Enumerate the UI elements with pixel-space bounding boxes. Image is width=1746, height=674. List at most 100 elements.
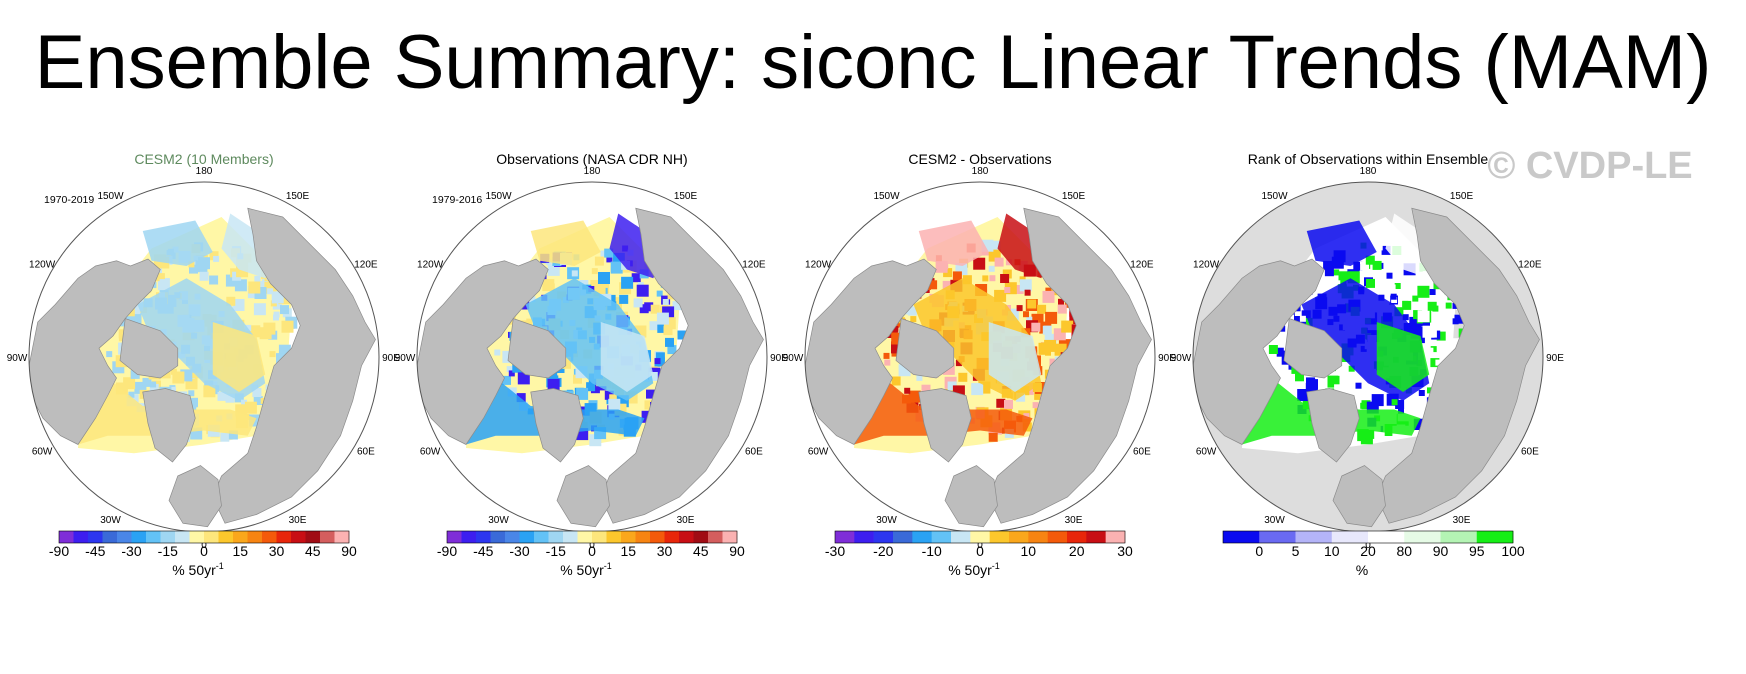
colorbar-swatch <box>1105 531 1126 543</box>
grid-cell <box>1389 284 1396 291</box>
grid-cell <box>994 257 1004 267</box>
grid-cell <box>1422 325 1435 338</box>
colorbar-swatch <box>664 531 680 543</box>
longitude-label: 90W <box>7 353 28 364</box>
colorbar-swatch <box>117 531 132 543</box>
grid-cell <box>228 430 238 440</box>
colorbar-swatch <box>218 531 234 543</box>
longitude-label: 60W <box>1196 447 1217 458</box>
grid-cell <box>199 271 209 281</box>
longitude-label: 90E <box>382 353 400 364</box>
grid-cell <box>1391 399 1398 406</box>
grid-cell <box>494 349 501 356</box>
colorbar-tick: 20 <box>1360 543 1376 559</box>
grid-cell <box>516 393 526 403</box>
grid-cell <box>252 388 262 397</box>
ice-region <box>1376 322 1430 392</box>
longitude-label: 150W <box>97 191 124 202</box>
colorbar-swatch <box>679 531 694 543</box>
grid-cell <box>1037 304 1047 314</box>
colorbar-swatch <box>912 531 932 543</box>
land-mass <box>600 207 764 524</box>
longitude-label: 180 <box>196 166 213 177</box>
colorbar-tick: 15 <box>233 543 249 559</box>
grid-cell <box>1390 293 1397 300</box>
grid-cell <box>955 360 962 367</box>
longitude-label: 0 <box>589 540 595 551</box>
colorbar-swatch <box>476 531 491 543</box>
grid-cell <box>600 250 607 257</box>
colorbar-tick: -30 <box>121 543 141 559</box>
grid-cell <box>1276 331 1286 341</box>
grid-cell <box>123 377 136 390</box>
colorbar-swatch <box>175 531 190 543</box>
colorbar-swatch <box>461 531 477 543</box>
grid-cell <box>1042 290 1055 303</box>
colorbar-swatch <box>1047 531 1068 543</box>
grid-cell <box>667 345 677 355</box>
colorbar-swatch <box>505 531 520 543</box>
ice-region <box>1306 220 1377 266</box>
colorbar-swatch <box>447 531 462 543</box>
panel-title: Observations (NASA CDR NH) <box>496 151 687 167</box>
colorbar-tick: -15 <box>158 543 178 559</box>
colorbar-tick: 45 <box>305 543 321 559</box>
grid-cell <box>952 271 962 281</box>
ice-region <box>988 322 1042 392</box>
grid-cell <box>272 300 282 310</box>
longitude-label: 30E <box>1065 515 1083 526</box>
colorbar-swatch <box>1331 531 1369 543</box>
colorbar-tick: 80 <box>1397 543 1413 559</box>
grid-cell <box>1429 289 1436 295</box>
grid-cell <box>1366 278 1375 288</box>
grid-cell <box>891 376 901 386</box>
grid-cell <box>636 284 649 297</box>
colorbar-swatch <box>931 531 952 543</box>
map-panel-2: Observations (NASA CDR NH) 1979-2016 180 15… <box>395 151 789 578</box>
longitude-label: 60W <box>808 447 829 458</box>
colorbar-tick: 100 <box>1501 543 1525 559</box>
land-mass <box>1306 388 1360 463</box>
colorbar-swatch <box>650 531 665 543</box>
grid-cell <box>268 330 278 340</box>
grid-cell <box>904 387 911 394</box>
longitude-label: 90E <box>1546 353 1564 364</box>
grid-cell <box>1303 317 1313 327</box>
grid-cell <box>209 251 219 261</box>
grid-cell <box>1280 325 1287 332</box>
land-mass <box>918 388 972 463</box>
longitude-label: 60E <box>357 447 375 458</box>
grid-cell <box>529 296 536 303</box>
longitude-label: 90E <box>1158 353 1176 364</box>
grid-cell <box>594 256 604 266</box>
longitude-label: 30W <box>876 515 897 526</box>
land-mass <box>1332 465 1386 528</box>
colorbar-tick: -45 <box>473 543 493 559</box>
grid-cell <box>1299 315 1306 322</box>
colorbar-units-label: % <box>1356 562 1368 578</box>
grid-cell <box>542 279 555 292</box>
ice-region <box>918 220 989 266</box>
grid-cell <box>269 351 276 358</box>
land-mass <box>530 388 584 463</box>
grid-cell <box>921 384 931 394</box>
colorbar-swatch <box>1476 531 1514 543</box>
grid-cell <box>608 398 621 411</box>
land-mass <box>944 465 998 528</box>
longitude-label: 0 <box>977 540 983 551</box>
units-exponent: -1 <box>604 561 612 571</box>
grid-cell <box>1032 383 1042 392</box>
grid-cell <box>209 275 219 285</box>
colorbar-swatch <box>873 531 894 543</box>
grid-cell <box>982 275 989 282</box>
map-field <box>417 182 767 532</box>
grid-cell <box>604 248 614 258</box>
grid-cell <box>1302 400 1312 410</box>
colorbar-swatch <box>1009 531 1029 543</box>
ice-region <box>600 322 654 392</box>
panel-title: Rank of Observations within Ensemble <box>1248 151 1489 167</box>
grid-cell <box>172 371 185 384</box>
colorbar-tick: 30 <box>269 543 285 559</box>
grid-cell <box>157 278 170 291</box>
